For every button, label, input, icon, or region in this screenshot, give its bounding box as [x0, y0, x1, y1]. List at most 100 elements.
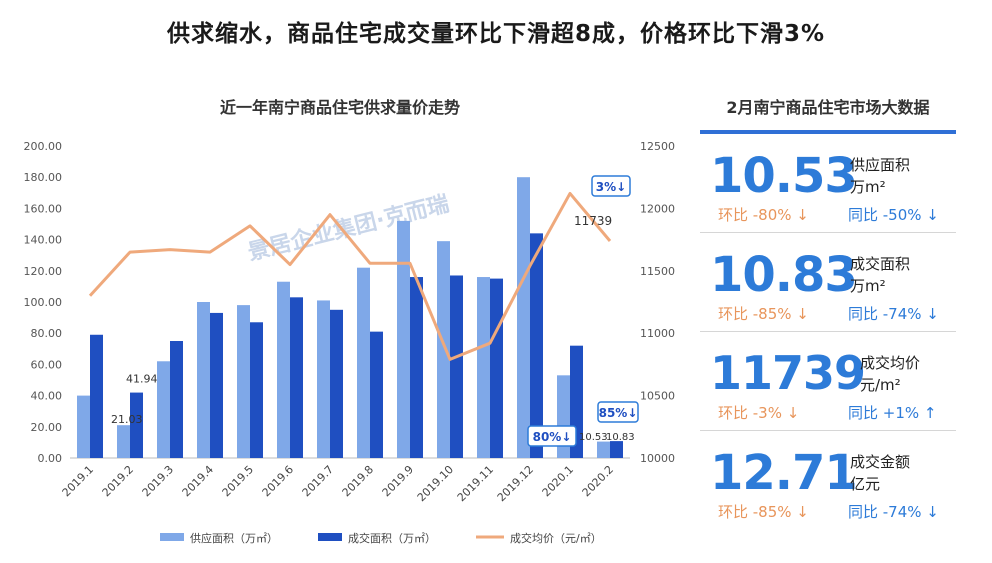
callout-text: 3%↓: [596, 180, 626, 194]
bar-deal: [450, 275, 463, 458]
stat-deal-amount: 12.71 成交金额 亿元 环比 -85% ↓ 同比 -74% ↓: [700, 431, 956, 529]
stat-unit: 亿元: [850, 475, 881, 493]
legend-label: 成交面积（万㎡）: [348, 531, 436, 545]
data-label: 21.03: [111, 413, 143, 426]
x-tick-label: 2019.2: [100, 463, 136, 499]
stat-label: 成交均价: [860, 354, 921, 372]
left-tick-label: 80.00: [31, 327, 63, 340]
left-tick-label: 160.00: [24, 202, 63, 215]
x-tick-label: 2019.10: [415, 463, 456, 504]
bar-supply: [197, 302, 210, 458]
stat-unit: 元/m²: [860, 376, 901, 394]
x-tick-label: 2019.8: [340, 463, 376, 499]
right-tick-label: 11000: [640, 327, 675, 340]
stat-label: 供应面积: [850, 156, 911, 174]
bar-supply: [277, 281, 290, 458]
bar-supply: [237, 305, 250, 458]
x-tick-label: 2019.1: [60, 463, 96, 499]
stat-yoy: 同比 +1% ↑: [848, 404, 937, 422]
bar-deal: [530, 233, 543, 458]
x-tick-label: 2019.4: [180, 463, 216, 499]
stat-avg-price: 11739 成交均价 元/m² 环比 -3% ↓ 同比 +1% ↑: [700, 332, 956, 431]
callout-box: [597, 401, 639, 423]
x-tick-label: 2019.3: [140, 463, 176, 499]
bar-deal: [210, 312, 223, 458]
callout-text: 80%↓: [533, 430, 572, 444]
left-tick-label: 200.00: [24, 140, 63, 153]
stat-value: 10.53: [710, 148, 858, 204]
data-label: 11739: [574, 214, 612, 228]
callout-box: [527, 425, 577, 447]
legend-label: 供应面积（万㎡）: [190, 531, 278, 545]
left-tick-label: 20.00: [31, 421, 63, 434]
line-price: [88, 191, 612, 361]
x-tick-label: 2019.7: [300, 463, 336, 499]
stat-deal-area: 10.83 成交面积 万m² 环比 -85% ↓ 同比 -74% ↓: [700, 233, 956, 332]
bar-deal: [250, 322, 263, 458]
supply-demand-chart: 景居企业集团·克而瑞景居企业集团·克而瑞0.0020.0040.0060.008…: [24, 140, 676, 545]
x-tick-label: 2019.6: [260, 463, 296, 499]
right-tick-label: 12000: [640, 202, 675, 215]
bar-supply: [517, 177, 530, 458]
data-label: 41.94: [126, 373, 158, 386]
bar-supply: [477, 277, 490, 458]
bar-supply: [437, 241, 450, 458]
bar-supply: [157, 361, 170, 458]
stat-unit: 万m²: [850, 178, 886, 196]
stat-unit: 万m²: [850, 277, 886, 295]
data-label: 10.83: [606, 432, 635, 443]
stat-mom: 环比 -85% ↓: [718, 503, 809, 521]
x-tick-label: 2019.5: [220, 463, 256, 499]
stat-value: 12.71: [710, 445, 858, 501]
bar-supply: [357, 267, 370, 458]
chart-title: 近一年南宁商品住宅供求量价走势: [219, 98, 460, 117]
right-tick-label: 12500: [640, 140, 675, 153]
bar-deal: [490, 278, 503, 458]
stat-mom: 环比 -80% ↓: [718, 206, 809, 224]
stat-value: 11739: [710, 346, 866, 400]
bar-deal: [330, 309, 343, 458]
left-tick-label: 140.00: [24, 234, 63, 247]
market-stats-panel: 2月南宁商品住宅市场大数据 10.53 供应面积 万m² 环比 -80% ↓ 同…: [700, 94, 956, 529]
x-tick-label: 2020.2: [580, 463, 616, 499]
bar-deal: [170, 341, 183, 458]
stat-yoy: 同比 -74% ↓: [848, 305, 939, 323]
bar-supply: [397, 220, 410, 458]
right-tick-label: 10500: [640, 390, 675, 403]
bar-deal: [290, 297, 303, 458]
left-tick-label: 100.00: [24, 296, 63, 309]
stat-supply-area: 10.53 供应面积 万m² 环比 -80% ↓ 同比 -50% ↓: [700, 134, 956, 233]
stat-value: 10.83: [710, 247, 858, 303]
stat-mom: 环比 -85% ↓: [718, 305, 809, 323]
panel-title: 2月南宁商品住宅市场大数据: [726, 98, 930, 117]
bar-supply: [597, 441, 610, 458]
stat-yoy: 同比 -74% ↓: [848, 503, 939, 521]
bar-supply: [317, 300, 330, 458]
legend-swatch-supply: [160, 533, 184, 541]
bar-deal: [130, 392, 143, 458]
x-tick-label: 2019.12: [495, 463, 536, 504]
x-tick-label: 2019.11: [455, 463, 496, 504]
watermark: 景居企业集团·克而瑞: [245, 191, 452, 266]
left-tick-label: 180.00: [24, 171, 63, 184]
stat-mom: 环比 -3% ↓: [718, 404, 800, 422]
legend-label: 成交均价（元/㎡）: [510, 531, 602, 545]
stat-yoy: 同比 -50% ↓: [848, 206, 939, 224]
callout-box: [591, 175, 631, 197]
right-tick-label: 10000: [640, 452, 675, 465]
panel-divider: [700, 130, 956, 134]
left-tick-label: 120.00: [24, 265, 63, 278]
bar-deal: [410, 277, 423, 458]
x-tick-label: 2020.1: [540, 463, 576, 499]
left-tick-label: 60.00: [31, 358, 63, 371]
left-tick-label: 0.00: [38, 452, 63, 465]
bar-supply: [77, 395, 90, 458]
bar-deal: [90, 334, 103, 458]
right-tick-label: 11500: [640, 265, 675, 278]
legend-swatch-deal: [318, 533, 342, 541]
data-label: 10.53: [579, 432, 608, 443]
stat-label: 成交面积: [850, 255, 911, 273]
left-tick-label: 40.00: [31, 390, 63, 403]
headline: 供求缩水，商品住宅成交量环比下滑超8成，价格环比下滑3%: [166, 21, 826, 47]
bar-deal: [610, 441, 623, 458]
